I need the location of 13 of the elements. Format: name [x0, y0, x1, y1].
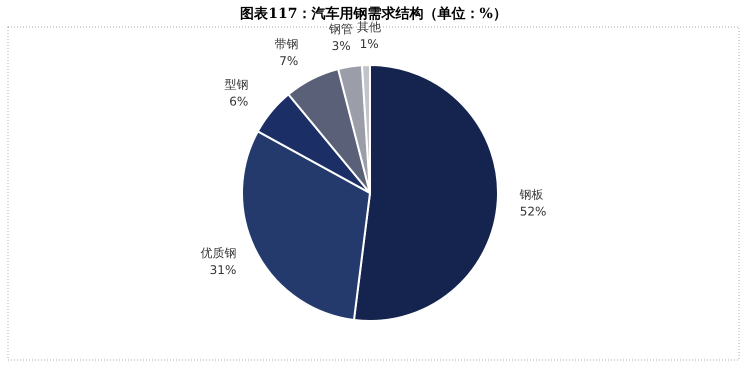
- data-label: 7%: [279, 54, 298, 68]
- slice-label: 带钢: [274, 37, 298, 52]
- data-label: 3%: [332, 38, 351, 53]
- data-label: 52%: [520, 204, 546, 218]
- slice-label: 其他: [357, 20, 382, 34]
- data-label: 31%: [210, 263, 236, 278]
- slice-label: 优质钢: [200, 246, 236, 260]
- chart-title: 图表117：汽车用钢需求结构（单位：%）: [240, 5, 507, 22]
- slice-label: 钢板: [518, 187, 544, 202]
- slice-label: 型钢: [224, 77, 248, 92]
- data-label: 1%: [360, 37, 379, 52]
- slice-label: 钢管: [328, 22, 354, 36]
- data-label: 6%: [229, 94, 248, 108]
